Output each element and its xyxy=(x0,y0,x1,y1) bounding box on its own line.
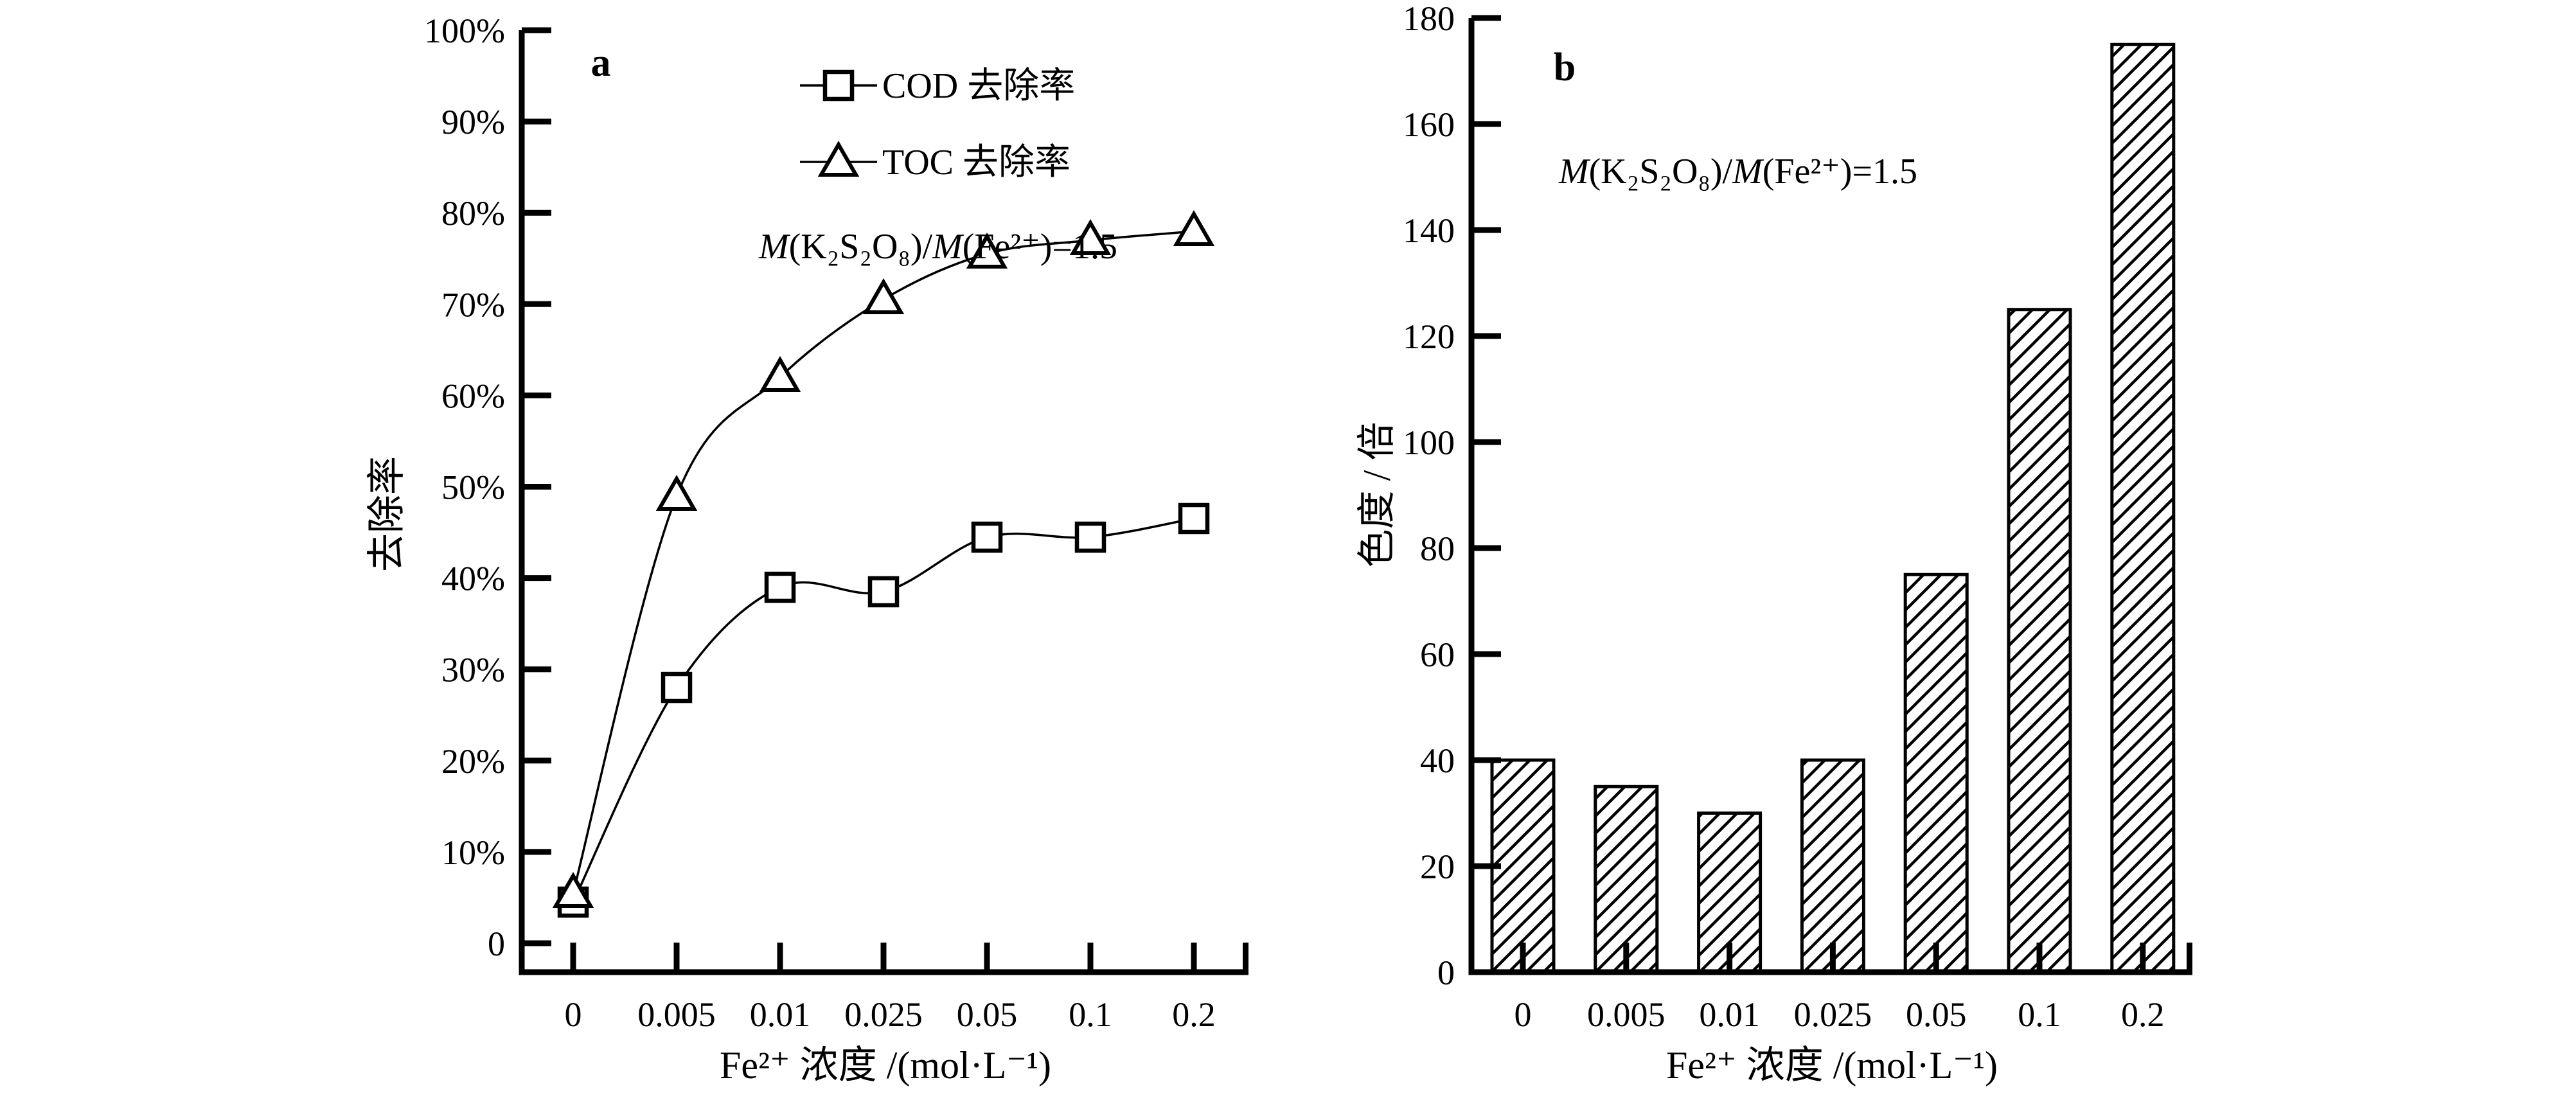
b-y-tick-label: 20 xyxy=(1420,847,1455,886)
a-y-tick-label: 80% xyxy=(441,194,505,233)
panel-label-a: a xyxy=(591,41,611,85)
b-x-tick-label: 0.01 xyxy=(1699,995,1760,1034)
cod-data-marker xyxy=(764,571,796,603)
cod-data-marker xyxy=(1178,502,1210,535)
cod-data-marker xyxy=(661,671,693,704)
a-y-tick-label: 90% xyxy=(441,103,505,141)
b-x-tick-label: 0.05 xyxy=(1906,995,1967,1034)
a-y-tick-label: 50% xyxy=(441,468,505,507)
chromaticity-bar xyxy=(1800,758,1865,974)
b-x-axis-title: Fe²⁺ 浓度 /(mol·L⁻¹) xyxy=(1666,1044,1998,1087)
a-x-tick-label: 0.025 xyxy=(844,995,923,1034)
b-y-tick-label: 40 xyxy=(1420,741,1455,780)
a-y-tick-label: 30% xyxy=(441,651,505,689)
b-x-tick-label: 0.1 xyxy=(2018,995,2061,1034)
legend-triangle-marker xyxy=(817,140,860,177)
a-y-axis-title: 去除率 xyxy=(366,456,408,572)
a-y-tick-label: 20% xyxy=(441,742,505,781)
b-x-tick-label: 0 xyxy=(1515,995,1532,1034)
chart-b-chromaticity-bar-chart: 0 20 40 60 80 100 120 140 160 180 0 0.005 0.01 0.025 0… xyxy=(1356,0,2192,1087)
legend-label: COD 去除率 xyxy=(882,66,1075,106)
b-y-tick-label: 180 xyxy=(1403,0,1455,38)
a-y-tick-label: 60% xyxy=(441,377,505,415)
cod-data-marker xyxy=(971,521,1003,553)
a-y-tick-label: 70% xyxy=(441,285,505,324)
b-y-tick-label: 120 xyxy=(1403,317,1455,356)
a-x-tick-label: 0.05 xyxy=(957,995,1018,1034)
a-x-tick-label: 0.01 xyxy=(750,995,811,1034)
legend-square-marker xyxy=(822,69,855,102)
a-y-tick-label: 100% xyxy=(424,12,505,50)
toc-data-marker xyxy=(966,232,1008,269)
b-y-axis-title: 色度 / 倍 xyxy=(1356,422,1398,568)
cod-data-marker xyxy=(1074,521,1106,553)
a-x-axis-title: Fe²⁺ 浓度 /(mol·L⁻¹) xyxy=(720,1044,1051,1087)
b-y-tick-label: 0 xyxy=(1437,954,1455,992)
cod-data-marker xyxy=(867,576,900,608)
toc-data-marker xyxy=(862,278,905,314)
panel-label-b: b xyxy=(1554,46,1576,89)
cod-curve xyxy=(572,517,1195,903)
b-y-tick-label: 140 xyxy=(1403,211,1455,250)
toc-data-marker xyxy=(759,355,801,392)
toc-data-marker xyxy=(655,474,698,511)
chromaticity-bar xyxy=(2007,308,2072,974)
a-condition-annotation: M(K₂S₂O₈)/M(Fe²⁺)=1.5 xyxy=(758,227,1117,267)
a-x-tick-label: 0.1 xyxy=(1069,995,1112,1034)
chromaticity-bar xyxy=(1490,758,1556,974)
chart-a-removal-rate-line-chart: 0 10% 20% 30% 40% 50% 60% 70% 80% 90% 100% 0 0.005 0.… xyxy=(366,12,1248,1087)
toc-data-marker xyxy=(552,871,594,908)
chromaticity-bar xyxy=(1594,785,1659,974)
legend-label: TOC 去除率 xyxy=(882,143,1070,182)
a-y-tick-label: 40% xyxy=(441,560,505,598)
a-x-tick-label: 0.2 xyxy=(1172,995,1216,1034)
b-y-tick-label: 100 xyxy=(1403,423,1455,462)
toc-data-marker xyxy=(1173,209,1215,246)
b-condition-annotation: M(K₂S₂O₈)/M(Fe²⁺)=1.5 xyxy=(1558,152,1917,191)
chromaticity-bar xyxy=(2110,42,2176,974)
b-x-tick-label: 0.005 xyxy=(1587,995,1666,1034)
a-y-tick-label: 0 xyxy=(488,925,505,963)
a-x-tick-label: 0.005 xyxy=(637,995,716,1034)
b-x-tick-label: 0.025 xyxy=(1794,995,1872,1034)
chromaticity-bar xyxy=(1903,572,1969,974)
toc-data-marker xyxy=(1069,218,1112,255)
a-y-tick-label: 10% xyxy=(441,833,505,872)
b-y-tick-label: 60 xyxy=(1420,635,1455,674)
a-x-tick-label: 0 xyxy=(565,995,582,1034)
b-y-tick-label: 160 xyxy=(1403,105,1455,144)
b-x-tick-label: 0.2 xyxy=(2121,995,2165,1034)
toc-curve xyxy=(572,230,1195,894)
b-y-tick-label: 80 xyxy=(1420,529,1455,568)
